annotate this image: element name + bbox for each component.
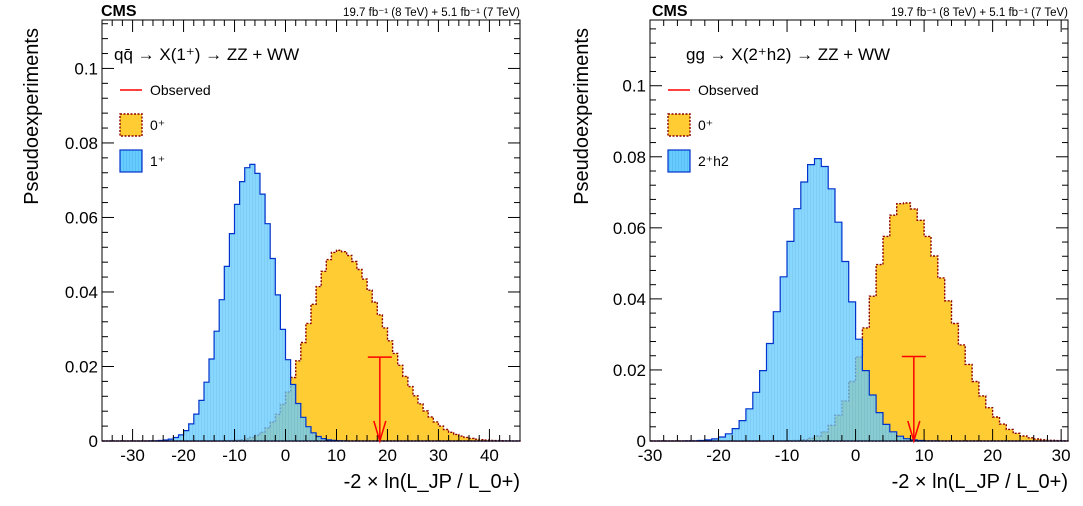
legend-signal-swatch <box>119 113 143 137</box>
x-tick-label: -10 <box>222 446 247 465</box>
x-tick-label: -20 <box>706 446 731 465</box>
observed-marker-arrowhead <box>373 420 387 444</box>
lumi-label: 19.7 fb⁻¹ (8 TeV) + 5.1 fb⁻¹ (7 TeV) <box>891 7 1068 19</box>
x-tick-label: 20 <box>378 446 397 465</box>
y-axis-label: Pseudoexperiments <box>21 28 43 205</box>
legend-observed-label: Observed <box>698 82 759 98</box>
x-tick-label: 0 <box>851 446 860 465</box>
lumi-label: 19.7 fb⁻¹ (8 TeV) + 5.1 fb⁻¹ (7 TeV) <box>343 7 520 19</box>
process-label: qq̄ → X(1⁺) → ZZ + WW <box>114 45 299 64</box>
y-tick-label: 0.08 <box>613 148 646 167</box>
legend-alternative-swatch <box>667 149 691 173</box>
x-tick-label: 40 <box>480 446 499 465</box>
y-tick-label: 0.1 <box>74 59 98 78</box>
legend-signal-label: 0⁺ <box>698 117 713 133</box>
x-tick-label: 10 <box>915 446 934 465</box>
x-tick-label: -20 <box>171 446 196 465</box>
plot-frame <box>101 19 521 442</box>
x-tick-label: 10 <box>327 446 346 465</box>
x-axis-label: -2 × ln(L_JP / L_0+) <box>344 471 520 493</box>
y-tick-label: 0 <box>89 432 98 451</box>
x-axis-label: -2 × ln(L_JP / L_0+) <box>892 471 1068 493</box>
x-tick-label: 30 <box>1052 446 1071 465</box>
y-tick-label: 0.06 <box>613 219 646 238</box>
experiment-label: CMS <box>101 3 137 20</box>
chart-panel-left: CMS 19.7 fb⁻¹ (8 TeV) + 5.1 fb⁻¹ (7 TeV)… <box>21 3 521 493</box>
y-tick-label: 0 <box>637 432 646 451</box>
legend-alternative-label: 1⁺ <box>150 153 165 169</box>
plot-frame <box>649 19 1069 442</box>
legend-signal-swatch <box>667 113 691 137</box>
chart-panel-right: CMS 19.7 fb⁻¹ (8 TeV) + 5.1 fb⁻¹ (7 TeV)… <box>571 3 1071 493</box>
x-tick-label: 0 <box>281 446 290 465</box>
x-tick-label: 20 <box>983 446 1002 465</box>
y-tick-label: 0.1 <box>622 77 646 96</box>
y-tick-label: 0.04 <box>65 283 98 302</box>
y-tick-label: 0.08 <box>65 134 98 153</box>
x-tick-label: 30 <box>429 446 448 465</box>
signal-histogram <box>102 249 521 442</box>
legend-alternative-swatch <box>119 149 143 173</box>
experiment-label: CMS <box>652 3 688 20</box>
y-tick-label: 0.02 <box>65 357 98 376</box>
y-axis-label: Pseudoexperiments <box>571 28 593 205</box>
alternative-histogram <box>650 158 1068 442</box>
x-tick-label: -30 <box>120 446 145 465</box>
x-tick-label: -30 <box>638 446 663 465</box>
process-label: gg → X(2⁺h2) → ZZ + WW <box>686 45 890 64</box>
y-tick-label: 0.06 <box>65 208 98 227</box>
y-tick-label: 0.04 <box>613 290 646 309</box>
observed-marker-arrowhead <box>907 420 921 444</box>
legend-signal-label: 0⁺ <box>150 117 165 133</box>
x-tick-label: -10 <box>775 446 800 465</box>
legend-observed-label: Observed <box>150 82 211 98</box>
legend-alternative-label: 2⁺h2 <box>698 153 729 169</box>
y-tick-label: 0.02 <box>613 361 646 380</box>
